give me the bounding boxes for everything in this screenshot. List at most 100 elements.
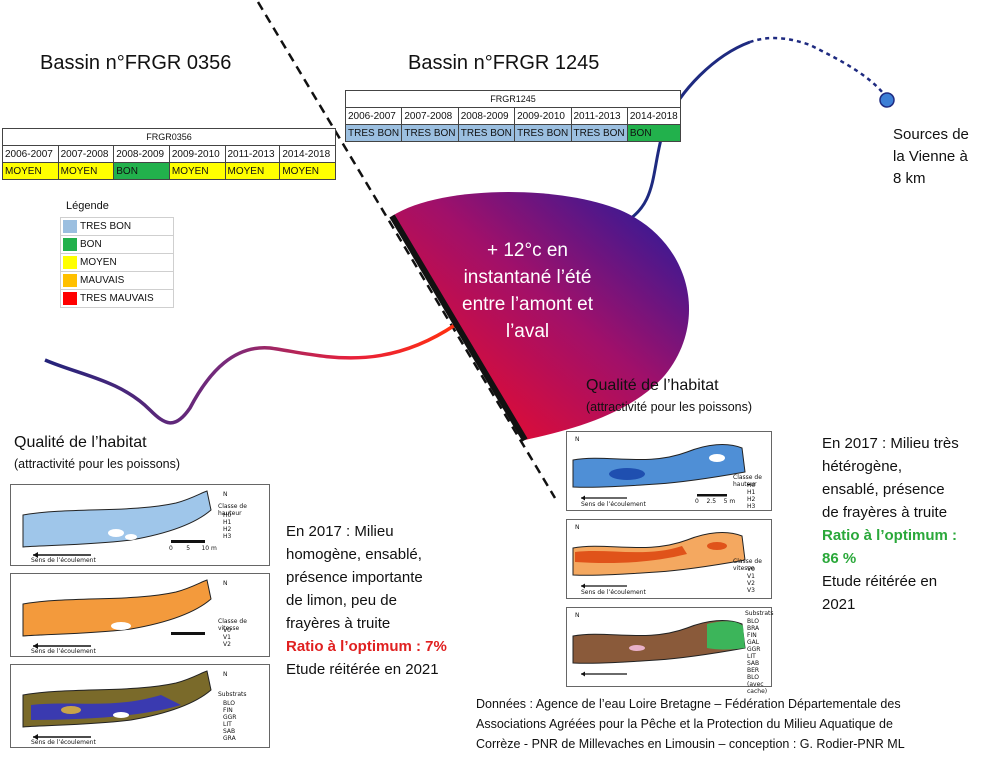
period-cell: 2011-2013	[570, 107, 628, 125]
sources-dot	[879, 92, 895, 108]
flow-label: Sens de l’écoulement	[31, 739, 96, 746]
map-height-right: N Classe de hauteur H0 H1 H2 H3 Sens de l’é…	[566, 431, 772, 511]
period-cell: 2008-2009	[457, 107, 516, 125]
quality-table-right: FRGR1245 2006-2007 2007-2008 2008-2009 2009…	[344, 90, 682, 142]
table-code: FRGR1245	[345, 90, 681, 108]
rating-cell: BON	[626, 124, 682, 142]
credits-line: Données : Agence de l’eau Loire Bretagne…	[476, 697, 901, 711]
basin-left-title: Bassin n°FRGR 0356	[40, 52, 232, 74]
north-arrow: N	[575, 436, 580, 443]
period-cell: 2009-2010	[168, 145, 226, 163]
legend-class-item: GGR	[747, 646, 761, 653]
sources-line: la Vienne à	[893, 148, 968, 165]
description-line: En 2017 : Milieu très	[822, 435, 959, 452]
legend-class-item: H0	[747, 482, 756, 489]
rating-cell: TRES BON	[514, 124, 572, 142]
sources-line: Sources de	[893, 126, 969, 143]
habitat-left-description: En 2017 : Milieu homogène, ensablé, présen…	[286, 520, 447, 681]
legend-class-item: H1	[747, 489, 756, 496]
map-speed-shape	[572, 532, 746, 589]
legend-item: BON	[60, 235, 174, 254]
legend-class-item: SAB	[747, 660, 760, 667]
legend-item: MOYEN	[60, 253, 174, 272]
credits-line: Corrèze - PNR de Millevaches en Limousin…	[476, 737, 905, 751]
temperature-line: + 12°c en	[486, 240, 569, 261]
basin-right-title: Bassin n°FRGR 1245	[408, 52, 600, 74]
map-height-shape	[22, 490, 212, 558]
map-substrate-shape	[572, 620, 746, 677]
temperature-line: entre l’amont et	[462, 294, 593, 315]
legend-class-item: H1	[223, 519, 232, 526]
habitat-left-subtitle: (attractivité pour les poissons)	[14, 457, 181, 471]
temperature-line: instantané l’été	[463, 267, 592, 288]
habitat-right-subtitle: (attractivité pour les poissons)	[586, 400, 753, 414]
speed-items: V0 V1 V2	[223, 627, 231, 648]
table-code: FRGR0356	[2, 128, 336, 146]
map-speed-shape	[22, 579, 212, 649]
temperature-line: l’aval	[505, 321, 550, 342]
north-arrow: N	[223, 671, 228, 678]
legend-class-item: H2	[223, 526, 232, 533]
legend-class-item: V1	[747, 573, 755, 580]
habitat-right-description: En 2017 : Milieu très hétérogène, ensablé,…	[822, 432, 959, 616]
north-arrow: N	[575, 524, 580, 531]
map-substrate-right: N Substrats BLO BRA FIN GAL GGR LIT SAB BER BLO …	[566, 607, 774, 695]
ratio-left: Ratio à l’optimum : 7%	[286, 638, 447, 655]
map-substrate-left: N Substrats BLO FIN GGR LIT SAB GRA Sens de l…	[10, 664, 270, 748]
description-line: présence importante	[286, 569, 423, 586]
rating-cell: TRES BON	[401, 124, 459, 142]
legend-swatch	[63, 274, 77, 287]
map-speed-right: N Classe de vitesse V0 V1 V2 V3 Sens de l’é…	[566, 519, 772, 599]
rating-cell: MOYEN	[168, 162, 226, 180]
legend-class-item: BLO	[747, 618, 759, 625]
legend-label: MAUVAIS	[80, 275, 125, 286]
temperature-text: + 12°c en instantané l’été entre l’amont…	[420, 237, 635, 345]
legend-item: TRES MAUVAIS	[60, 289, 174, 308]
ratio-right-value: 86 %	[822, 550, 857, 567]
habitat-right-title: Qualité de l’habitat	[586, 377, 719, 394]
scale-label: 0 5 10 m	[169, 545, 217, 552]
legend-label: MOYEN	[80, 257, 117, 268]
rating-cell: TRES BON	[570, 124, 628, 142]
period-cell: 2007-2008	[57, 145, 115, 163]
upstream-stream	[749, 36, 889, 99]
description-line: frayères à truite	[286, 615, 391, 632]
legend-swatch	[63, 220, 77, 233]
legend-swatch	[63, 292, 77, 305]
map-substrate-shape	[22, 670, 212, 740]
rating-cell: TRES BON	[457, 124, 516, 142]
description-line: En 2017 : Milieu	[286, 523, 394, 540]
height-class-label: Classe de hauteur	[218, 503, 247, 517]
flow-label: Sens de l’écoulement	[31, 648, 96, 655]
flow-label: Sens de l’écoulement	[581, 589, 646, 596]
map-height-shape	[572, 444, 746, 501]
basin-divider-line	[256, 1, 557, 499]
legend-class-item: V2	[747, 580, 755, 587]
period-cell: 2006-2007	[2, 145, 59, 163]
legend-class-item: V3	[747, 587, 755, 594]
description-line: de limon, peu de	[286, 592, 397, 609]
legend-swatch	[63, 256, 77, 269]
substrate-items: BLO BRA FIN GAL GGR LIT SAB BER BLO (avec cache)	[747, 618, 771, 695]
height-items: H0 H1 H2 H3	[747, 482, 755, 510]
height-class-label: Classe de hauteur	[733, 474, 762, 488]
legend-label: TRES BON	[80, 221, 132, 232]
north-arrow: N	[223, 580, 228, 587]
height-items: H0 H1 H2 H3	[223, 512, 231, 540]
period-cell: 2014-2018	[279, 145, 336, 163]
period-cell: 2014-2018	[626, 107, 682, 125]
legend-class-item: V0	[223, 627, 231, 634]
legend-class-item: SAB	[223, 728, 236, 735]
period-cell: 2008-2009	[113, 145, 170, 163]
legend-class-item: BER	[747, 667, 760, 674]
speed-class-label: Classe de vitesse	[733, 558, 762, 572]
repeat-right-line: Etude réitérée en	[822, 573, 938, 590]
legend-class-item: V1	[223, 634, 231, 641]
description-line: ensablé, présence	[822, 481, 945, 498]
quality-table-left: FRGR0356 2006-2007 2007-2008 2008-2009 2009…	[2, 128, 336, 180]
habitat-left-title: Qualité de l’habitat	[14, 434, 147, 451]
legend-class-item: H0	[223, 512, 232, 519]
credits: Données : Agence de l’eau Loire Bretagne…	[476, 694, 996, 754]
rating-cell: TRES BON	[344, 124, 403, 142]
